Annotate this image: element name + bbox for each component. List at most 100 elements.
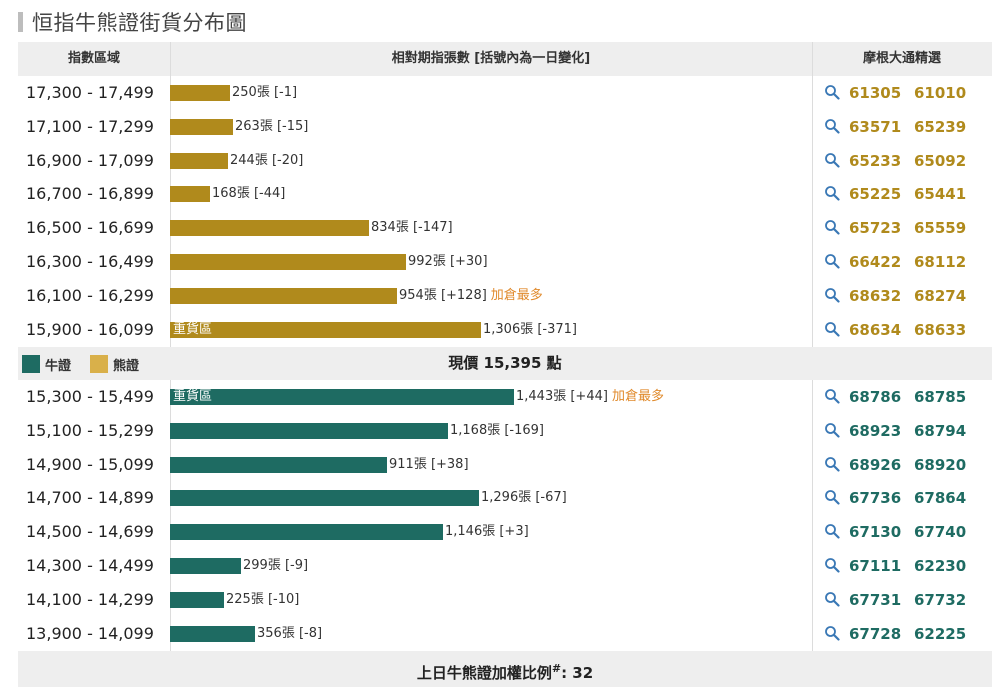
warrant-code-link[interactable]: 68274 [914,286,967,305]
bull-bar [170,625,255,642]
bull-row: 14,700 - 14,899 1,296張 [-67] 67736 67864 [18,481,992,515]
search-icon[interactable] [824,489,840,505]
bar-value-text: 1,146張 [+3] [445,524,529,540]
search-icon[interactable] [824,321,840,337]
bar-value-label: 299張 [-9] [243,549,308,583]
index-range: 16,900 - 17,099 [26,150,154,170]
legend-bull-swatch [22,355,40,373]
bar-value-label: 1,168張 [-169] [450,414,544,448]
warrant-code-link[interactable]: 68632 [849,286,902,305]
warrant-code-link[interactable]: 65559 [914,219,967,238]
table-header: 指數區域 相對期指張數 [括號內為一日變化] 摩根大通精選 [18,42,992,76]
search-icon[interactable] [824,388,840,404]
index-range: 15,300 - 15,499 [26,387,154,406]
search-icon[interactable] [824,152,840,168]
warrant-code-link[interactable]: 65225 [849,185,902,204]
bar-value-label: 250張 [-1] [232,76,297,110]
search-icon[interactable] [824,84,840,100]
bear-bar [170,118,233,135]
warrant-code-link[interactable]: 67732 [914,590,967,609]
index-range: 15,900 - 16,099 [26,319,154,339]
bar-value-text: 1,443張 [+44] [516,389,608,404]
warrant-code-link[interactable]: 68112 [914,253,967,271]
bar-value-text: 954張 [+128] [399,287,487,303]
index-range: 16,700 - 16,899 [26,184,154,204]
heavy-zone-label: 重貨區 [173,389,213,404]
bear-row: 16,300 - 16,499 992張 [+30] 66422 68112 [18,245,992,279]
warrant-code-link[interactable]: 67736 [849,489,902,508]
bar-value-text: 225張 [-10] [226,591,300,607]
warrant-code-link[interactable]: 68923 [849,421,902,440]
current-price: 現價 15,395 點 [448,354,562,372]
index-range: 16,100 - 16,299 [26,285,154,305]
warrant-code-link[interactable]: 68794 [914,421,967,440]
header-range: 指數區域 [67,51,120,66]
bar-value-label: 992張 [+30] [408,245,488,279]
warrant-code-link[interactable]: 65233 [849,151,902,170]
index-range: 17,100 - 17,299 [26,116,154,136]
warrant-code-link[interactable]: 67740 [914,523,967,542]
warrant-code-link[interactable]: 67728 [849,624,902,643]
search-icon[interactable] [824,287,840,303]
page-title: 恒指牛熊證街貨分布圖 [18,6,247,38]
bar-value-text: 834張 [-147] [371,220,453,236]
bar-value-text: 244張 [-20] [230,152,304,168]
search-icon[interactable] [824,591,840,607]
warrant-code-link[interactable]: 65723 [849,219,902,238]
bull-row: 15,100 - 15,299 1,168張 [-169] 68923 68794 [18,414,992,448]
search-icon[interactable] [824,625,840,641]
warrant-code-link[interactable]: 67130 [849,523,902,542]
search-icon[interactable] [824,219,840,235]
warrant-code-link[interactable]: 68634 [849,320,902,339]
warrant-code-link[interactable]: 67111 [849,557,902,575]
index-range: 14,700 - 14,899 [26,488,154,508]
search-icon[interactable] [824,523,840,539]
warrant-code-link[interactable]: 65239 [914,117,967,136]
bull-bar [170,591,224,608]
search-icon[interactable] [824,185,840,201]
search-icon[interactable] [824,422,840,438]
bar-value-text: 263張 [-15] [235,118,309,134]
search-icon[interactable] [824,557,840,573]
warrant-code-link[interactable]: 66422 [849,253,902,271]
warrant-code-link[interactable]: 63571 [849,117,902,136]
warrant-code-link[interactable]: 68633 [914,320,967,339]
warrant-code-link[interactable]: 65441 [914,185,967,204]
bear-row: 17,100 - 17,299 263張 [-15] 63571 65239 [18,110,992,144]
warrant-code-link[interactable]: 67864 [914,489,967,508]
index-range: 14,500 - 14,699 [26,522,154,542]
legend-bear-label: 熊證 [113,358,140,374]
title-text: 恒指牛熊證街貨分布圖 [32,11,247,35]
bar-value-text: 356張 [-8] [257,625,323,641]
bear-bar [170,287,397,304]
bull-bar [170,422,448,439]
warrant-code-link[interactable]: 65092 [914,151,967,170]
search-icon[interactable] [824,456,840,472]
footer-value: : 32 [561,664,594,682]
search-icon[interactable] [824,118,840,134]
warrant-code-link[interactable]: 68920 [914,455,967,474]
warrant-code-link[interactable]: 68786 [849,388,902,406]
search-icon[interactable] [824,253,840,269]
warrant-code-link[interactable]: 62230 [914,557,967,575]
index-range: 14,100 - 14,299 [26,589,154,609]
warrant-code-link[interactable]: 61305 [849,84,902,102]
warrant-code-link[interactable]: 67731 [849,590,902,609]
warrant-code-link[interactable]: 62225 [914,624,967,643]
bar-value-label: 954張 [+128] 加倉最多 [399,279,543,313]
bull-row: 14,500 - 14,699 1,146張 [+3] 67130 67740 [18,515,992,549]
bull-bar: 重貨區 [170,389,514,405]
legend-bear: 熊證 [90,355,140,374]
most-added-note: 加倉最多 [611,389,664,404]
bull-row: 15,300 - 15,499 重貨區 1,443張 [+44] 加倉最多 68786 6… [18,380,992,414]
bear-bar [170,220,369,237]
column-divider [812,76,813,347]
legend-bull: 牛證 [22,355,71,374]
warrant-code-link[interactable]: 68926 [849,455,902,474]
index-range: 14,900 - 15,099 [26,454,154,474]
bar-value-label: 1,443張 [+44] 加倉最多 [516,380,664,414]
column-divider [812,380,813,651]
bar-value-text: 1,168張 [-169] [450,422,544,438]
warrant-code-link[interactable]: 68785 [914,388,967,406]
warrant-code-link[interactable]: 61010 [914,84,967,102]
